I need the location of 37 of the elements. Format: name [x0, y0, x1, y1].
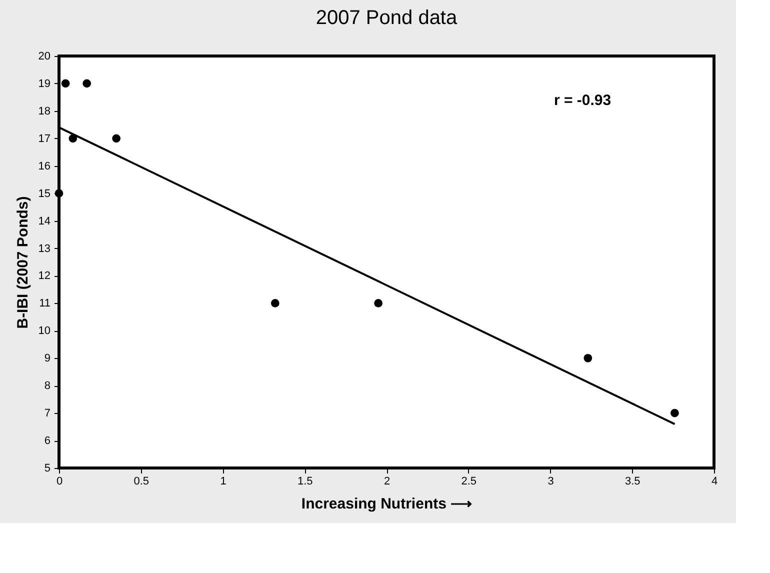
annotation: r = -0.93: [554, 92, 612, 109]
x-tick-label: 4: [711, 476, 718, 488]
x-tick-label: 2.5: [461, 476, 477, 488]
chart-title: 2007 Pond data: [316, 7, 458, 29]
x-tick-label: 3.5: [624, 476, 640, 488]
y-tick-label: 8: [44, 380, 50, 392]
point: [61, 79, 70, 88]
x-tick-label: 1.5: [297, 476, 313, 488]
x-axis-title: Increasing Nutrients ⟶: [301, 496, 473, 512]
y-tick-label: 16: [38, 160, 50, 172]
y-tick-label: 18: [38, 105, 50, 118]
point: [584, 354, 592, 362]
y-tick-label: 5: [44, 462, 50, 474]
y-tick-label: 11: [39, 298, 50, 310]
x-tick-label: 0.5: [134, 476, 150, 488]
y-axis-title: B-IBI (2007 Ponds): [14, 196, 32, 329]
x-tick-label: 2: [384, 476, 390, 488]
y-tick-label: 9: [44, 352, 50, 365]
point: [112, 134, 120, 143]
point: [670, 408, 679, 418]
point: [54, 189, 64, 198]
y-tick-label: 15: [38, 188, 50, 200]
point: [82, 79, 92, 88]
point: [270, 299, 280, 308]
y-tick-label: 7: [44, 408, 50, 420]
y-tick-label: 12: [38, 270, 50, 282]
y-tick-label: 13: [38, 242, 50, 255]
y-tick-label: 19: [38, 78, 50, 90]
y-tick-label: 20: [38, 50, 50, 62]
y-tick-label: 17: [38, 132, 50, 145]
x-tick-label: 1: [220, 476, 226, 488]
y-tick-label: 6: [44, 435, 50, 448]
point: [374, 299, 382, 308]
y-tick-label: 14: [38, 215, 50, 228]
x-tick-label: 0: [56, 476, 63, 488]
x-tick-label: 3: [548, 476, 554, 488]
y-tick-label: 10: [38, 325, 50, 338]
